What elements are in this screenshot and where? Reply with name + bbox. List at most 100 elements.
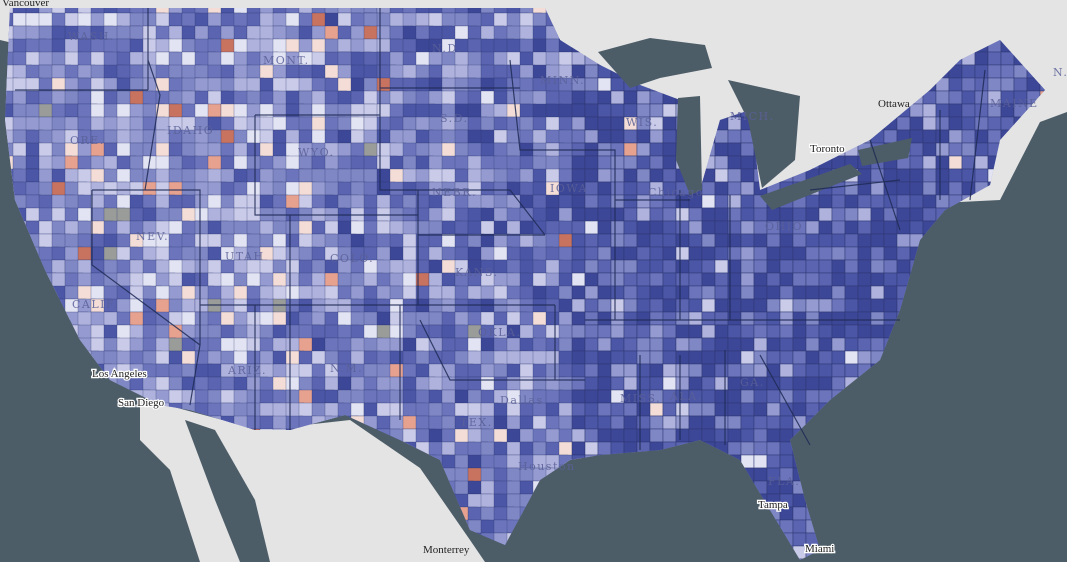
county-cell xyxy=(844,207,859,222)
county-cell xyxy=(1013,441,1028,456)
county-cell xyxy=(571,376,586,391)
county-cell xyxy=(38,350,53,365)
county-cell xyxy=(623,155,638,170)
county-cell xyxy=(454,389,471,406)
county-cell xyxy=(363,389,378,404)
county-cell xyxy=(727,454,742,469)
county-cell xyxy=(90,272,106,288)
county-cell xyxy=(636,246,651,261)
county-cell xyxy=(38,363,62,387)
county-cell xyxy=(12,324,31,343)
county-cell xyxy=(610,272,625,287)
county-cell xyxy=(675,402,690,417)
county-cell xyxy=(532,272,549,289)
county-cell xyxy=(818,389,833,404)
state-label: N.D. xyxy=(432,42,462,55)
county-cell xyxy=(623,259,638,274)
county-cell xyxy=(38,493,59,514)
county-cell xyxy=(805,233,820,248)
county-cell xyxy=(740,246,755,261)
county-cell xyxy=(363,376,378,391)
county-cell xyxy=(948,441,963,456)
county-cell xyxy=(51,25,68,42)
county-cell xyxy=(623,168,638,183)
county-cell xyxy=(623,376,638,391)
county-cell xyxy=(623,298,638,313)
county-cell xyxy=(142,480,163,501)
county-cell xyxy=(1053,169,1066,182)
county-cell xyxy=(1026,467,1041,482)
county-cell xyxy=(5,389,22,412)
county-cell xyxy=(935,181,950,196)
county-cell xyxy=(1053,247,1066,260)
county-cell xyxy=(584,116,599,131)
county-cell xyxy=(662,363,677,378)
county-cell xyxy=(584,285,599,300)
lake-michigan xyxy=(676,96,702,195)
county-cell xyxy=(805,519,820,534)
county-cell xyxy=(961,402,976,417)
county-cell xyxy=(5,311,14,326)
county-cell xyxy=(792,493,807,508)
county-cell xyxy=(246,272,263,289)
county-cell xyxy=(909,415,924,430)
county-cell xyxy=(935,428,950,443)
county-cell xyxy=(38,285,54,301)
county-cell xyxy=(623,207,638,222)
lake-ontario xyxy=(858,138,912,166)
county-cell xyxy=(610,155,625,170)
county-cell xyxy=(649,467,664,482)
county-cell xyxy=(974,441,989,456)
county-cell xyxy=(714,246,729,261)
county-cell xyxy=(77,532,93,548)
county-cell xyxy=(662,376,677,391)
county-cell xyxy=(1053,182,1066,195)
county-cell xyxy=(25,51,42,68)
city-label: Chicago xyxy=(648,186,704,199)
county-cell xyxy=(935,272,950,287)
county-cell xyxy=(51,532,72,553)
county-cell xyxy=(935,415,950,430)
county-cell xyxy=(961,103,976,118)
county-cell xyxy=(675,272,690,287)
county-cell xyxy=(129,493,156,520)
county-cell xyxy=(727,519,742,534)
county-cell xyxy=(311,324,326,339)
county-cell xyxy=(779,324,794,339)
county-cell xyxy=(1026,532,1041,547)
county-cell xyxy=(870,259,885,274)
county-cell xyxy=(766,311,781,326)
county-cell xyxy=(649,428,664,443)
county-cell xyxy=(857,246,872,261)
county-cell xyxy=(1000,363,1015,378)
county-cell xyxy=(909,402,924,417)
county-cell xyxy=(337,38,352,53)
county-cell xyxy=(818,220,833,235)
county-cell xyxy=(233,129,250,146)
county-cell xyxy=(467,402,482,417)
county-cell xyxy=(909,246,924,261)
county-cell xyxy=(610,116,625,131)
county-cell xyxy=(844,467,859,482)
county-cell xyxy=(1039,441,1045,456)
county-cell xyxy=(805,506,820,521)
county-cell xyxy=(584,402,599,417)
state-label: COLO. xyxy=(330,252,374,265)
county-cell xyxy=(12,298,36,322)
county-cell xyxy=(610,246,625,261)
county-cell xyxy=(1013,454,1028,469)
county-cell xyxy=(701,532,716,547)
county-cell xyxy=(1053,546,1066,559)
county-cell xyxy=(64,207,79,222)
county-cell xyxy=(64,467,80,483)
county-cell xyxy=(987,285,1002,300)
county-cell xyxy=(701,467,716,482)
county-cell xyxy=(532,168,547,183)
county-cell xyxy=(506,545,526,560)
county-cell xyxy=(25,506,48,529)
county-cell xyxy=(649,311,664,326)
county-cell xyxy=(480,220,497,237)
county-cell xyxy=(870,220,885,235)
county-cell xyxy=(1039,480,1045,495)
state-label: ALA. xyxy=(669,390,703,403)
